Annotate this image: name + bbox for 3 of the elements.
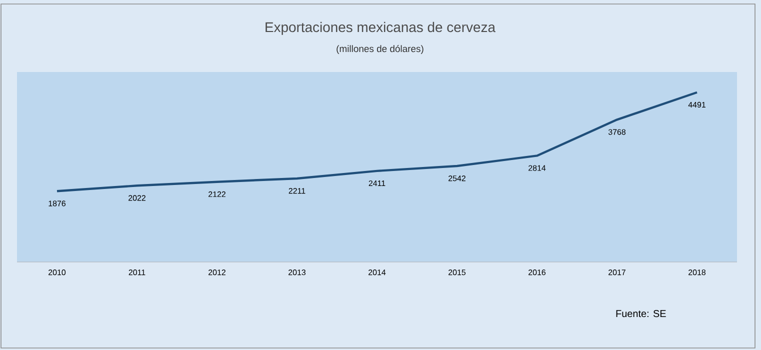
- source-note: Fuente: SE: [616, 310, 666, 318]
- chart-subtitle: (millones de dólares): [336, 45, 424, 54]
- chart-title: Exportaciones mexicanas de cerveza: [266, 22, 496, 35]
